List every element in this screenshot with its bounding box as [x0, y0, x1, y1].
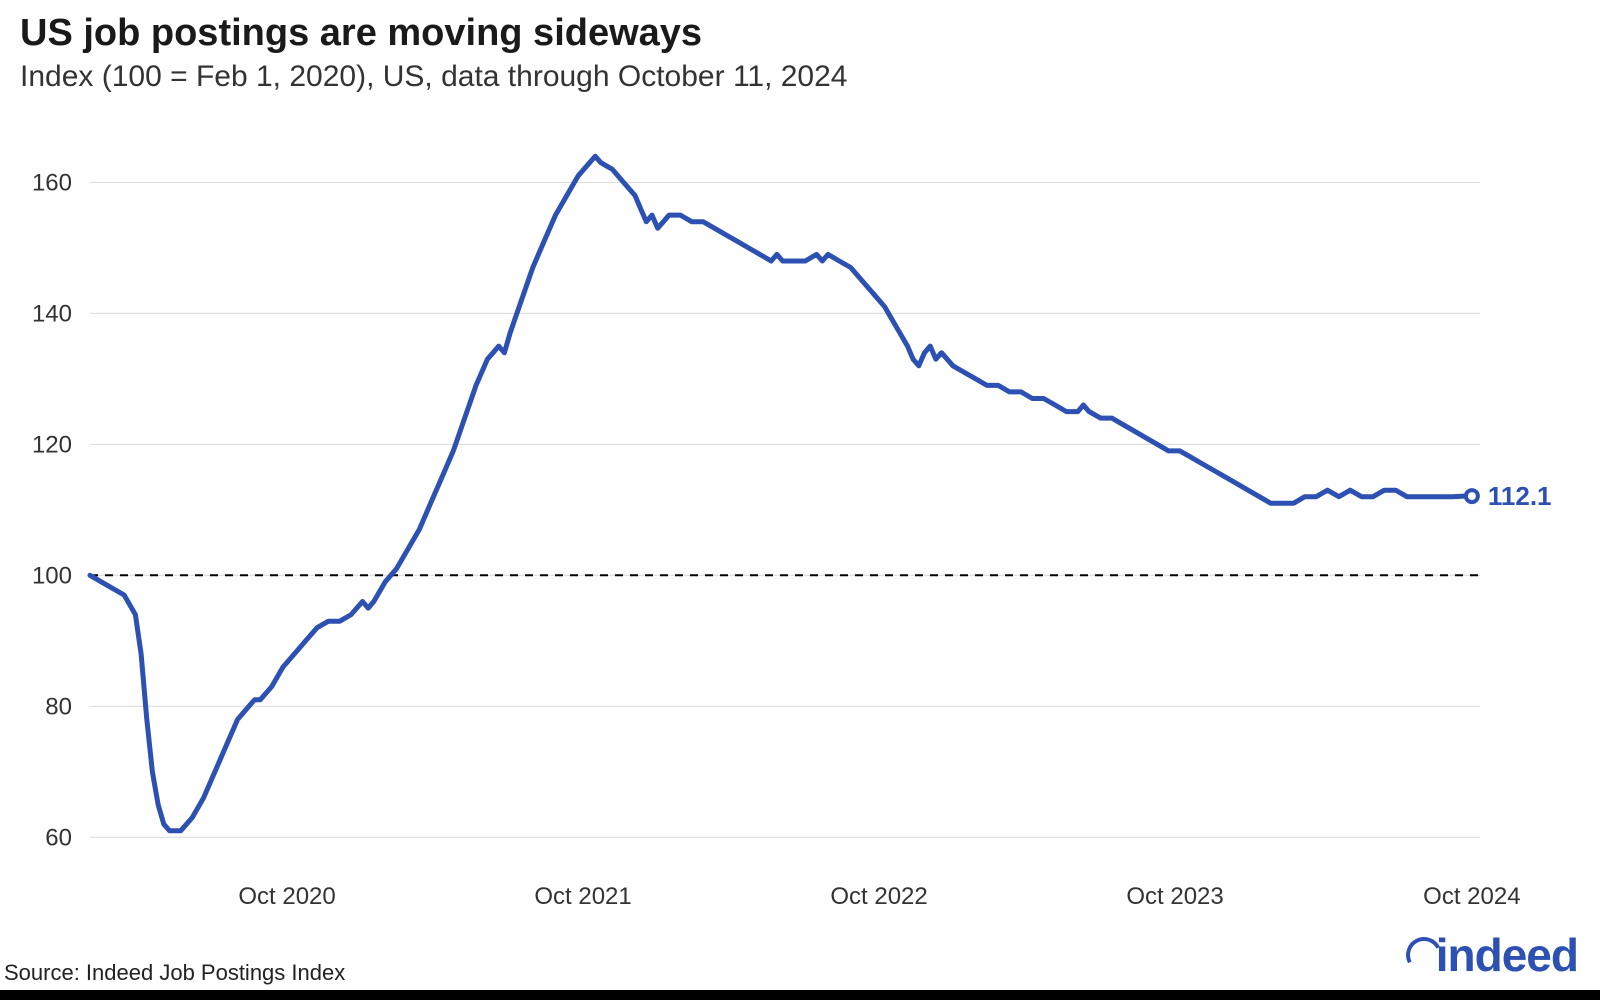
- chart-source: Source: Indeed Job Postings Index: [4, 960, 345, 986]
- svg-text:Oct 2022: Oct 2022: [830, 883, 927, 910]
- svg-text:Oct 2023: Oct 2023: [1126, 883, 1223, 910]
- svg-text:Oct 2020: Oct 2020: [238, 883, 335, 910]
- svg-text:160: 160: [32, 169, 72, 196]
- svg-text:60: 60: [45, 824, 72, 851]
- svg-text:Oct 2024: Oct 2024: [1423, 883, 1520, 910]
- indeed-logo: indeed: [1414, 928, 1578, 982]
- svg-text:100: 100: [32, 562, 72, 589]
- series-end-label: 112.1: [1488, 481, 1552, 512]
- svg-text:Oct 2021: Oct 2021: [534, 883, 631, 910]
- line-chart: 60 80 100 120 140 160 Oct 2020 Oct 2021 Oct 2022…: [0, 0, 1600, 1000]
- logo-arc-icon: [1414, 941, 1436, 971]
- svg-text:140: 140: [32, 300, 72, 327]
- svg-text:120: 120: [32, 431, 72, 458]
- svg-text:80: 80: [45, 693, 72, 720]
- logo-text: indeed: [1436, 929, 1578, 981]
- footer-bar: [0, 990, 1600, 1000]
